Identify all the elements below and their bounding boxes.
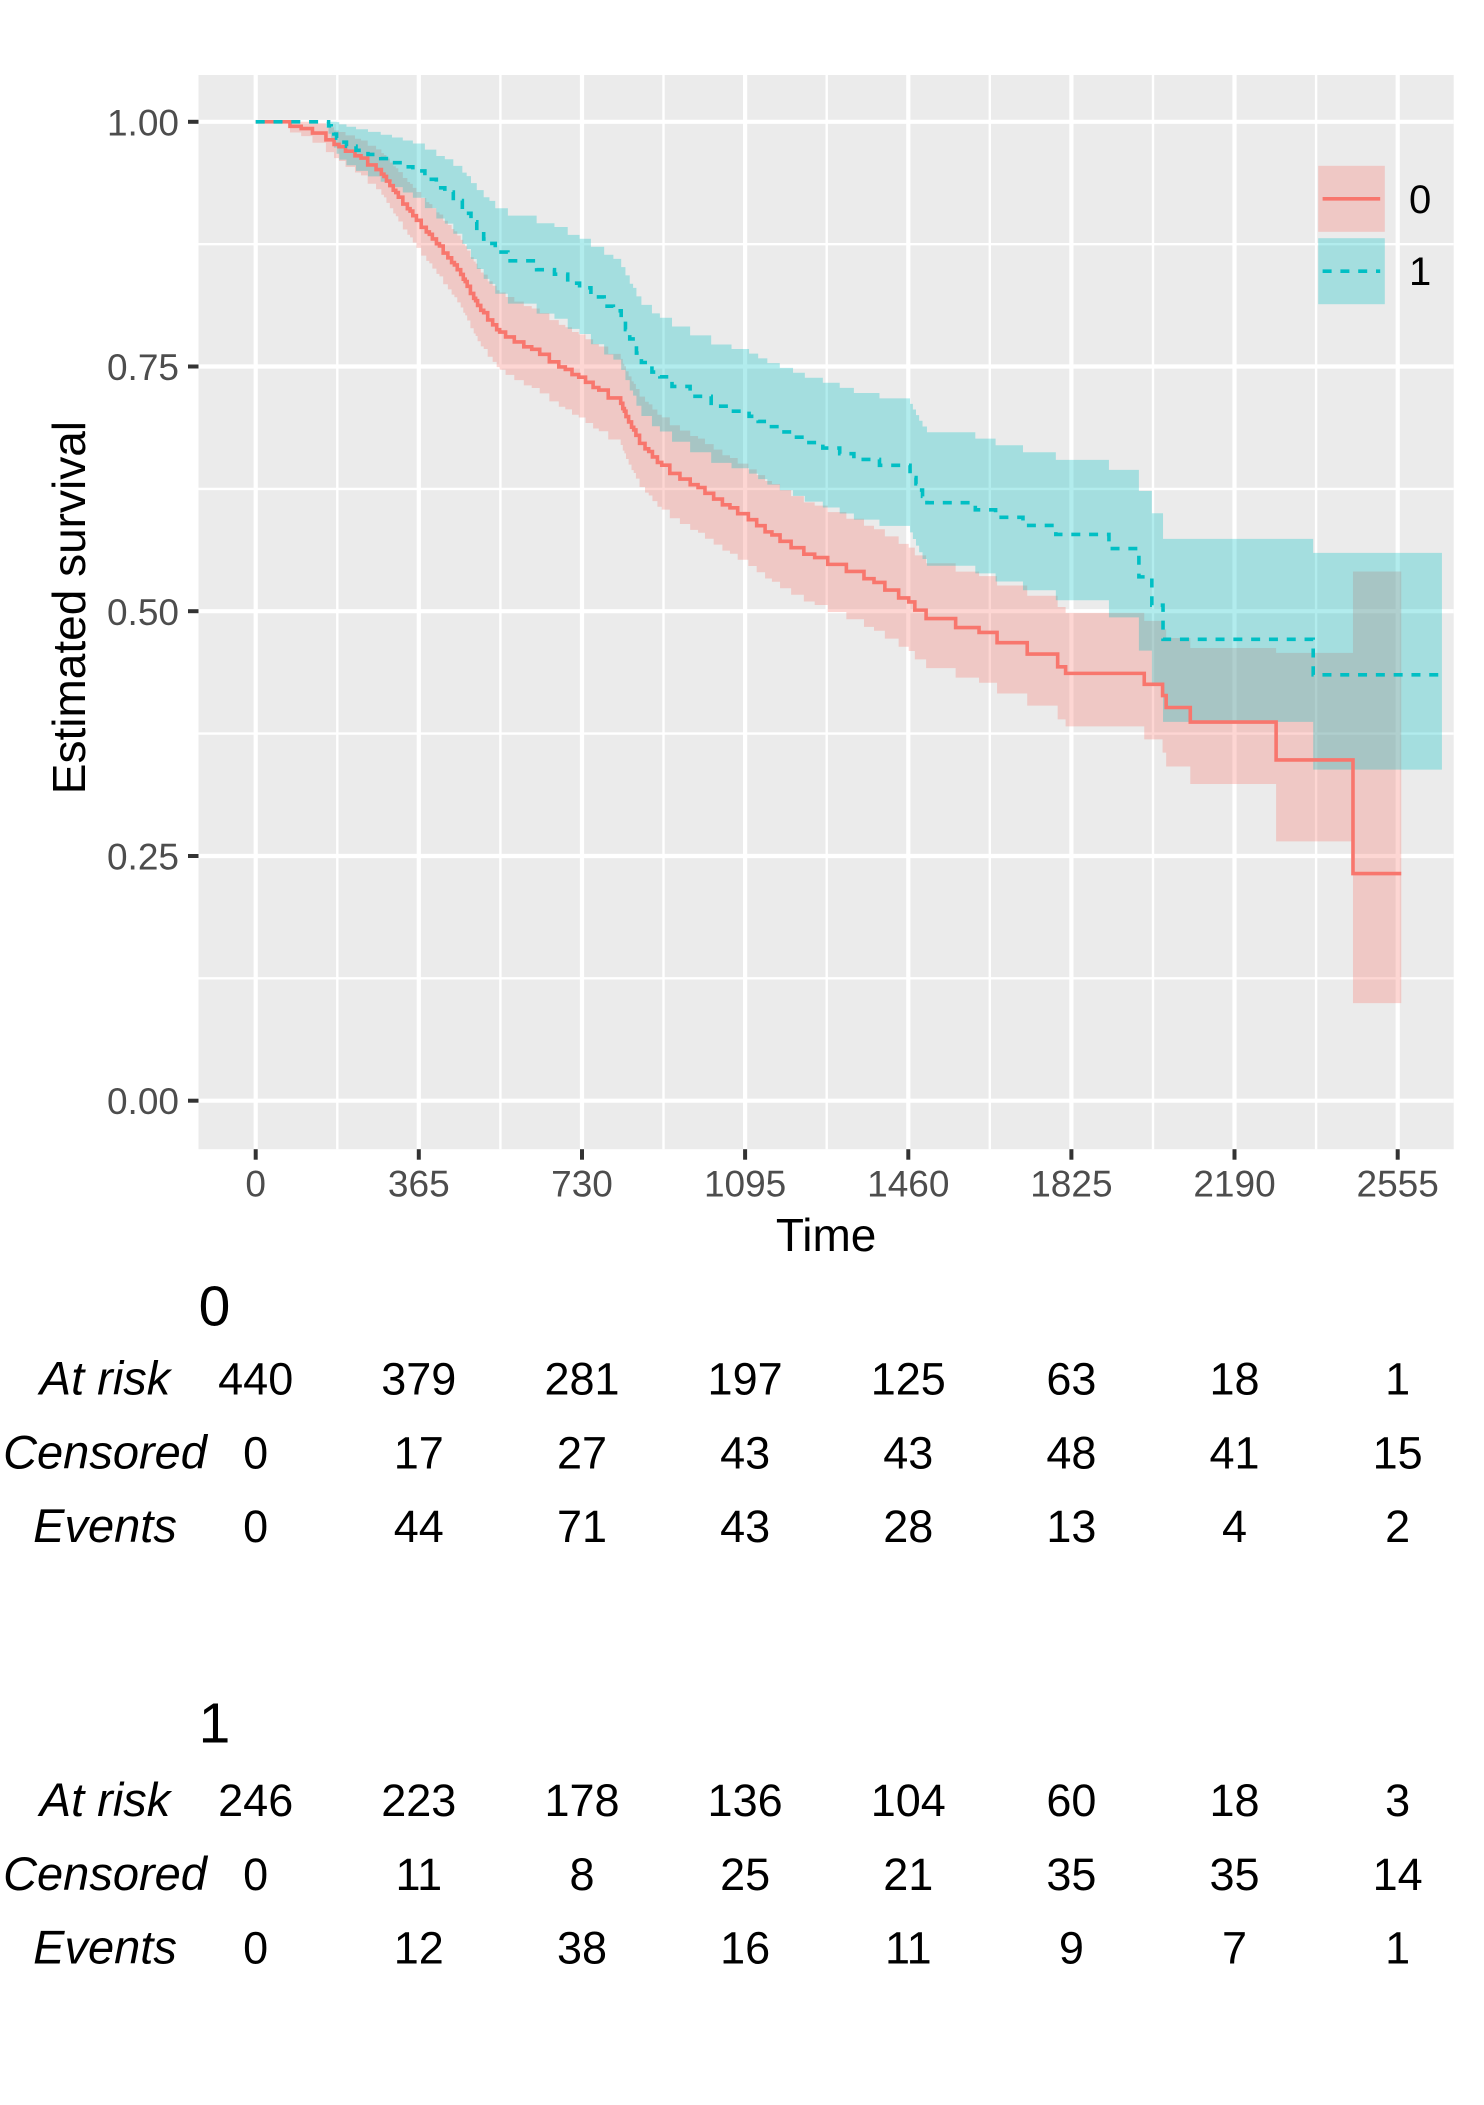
svg-text:197: 197: [708, 1354, 783, 1405]
svg-text:2: 2: [1385, 1501, 1410, 1552]
svg-text:18: 18: [1209, 1354, 1259, 1405]
svg-text:28: 28: [883, 1501, 933, 1552]
svg-text:2555: 2555: [1357, 1164, 1439, 1205]
svg-text:125: 125: [871, 1354, 946, 1405]
svg-text:21: 21: [883, 1849, 933, 1900]
svg-text:1825: 1825: [1030, 1164, 1112, 1205]
svg-text:16: 16: [720, 1923, 770, 1974]
svg-text:43: 43: [720, 1501, 770, 1552]
svg-text:0.50: 0.50: [107, 592, 179, 633]
svg-text:At risk: At risk: [37, 1773, 173, 1826]
svg-text:281: 281: [544, 1354, 619, 1405]
svg-text:136: 136: [708, 1775, 783, 1826]
svg-text:104: 104: [871, 1775, 946, 1826]
svg-text:At risk: At risk: [37, 1352, 173, 1405]
svg-text:11: 11: [395, 1849, 442, 1900]
svg-text:0.00: 0.00: [107, 1081, 179, 1122]
svg-text:0.75: 0.75: [107, 347, 179, 388]
svg-text:25: 25: [720, 1849, 770, 1900]
svg-text:Censored: Censored: [3, 1847, 209, 1900]
svg-text:1: 1: [1409, 250, 1431, 294]
svg-text:14: 14: [1373, 1849, 1423, 1900]
svg-text:35: 35: [1046, 1849, 1096, 1900]
svg-text:1.00: 1.00: [107, 102, 179, 143]
svg-text:38: 38: [557, 1923, 607, 1974]
svg-text:12: 12: [394, 1923, 444, 1974]
svg-text:43: 43: [883, 1427, 933, 1478]
svg-text:0: 0: [243, 1427, 268, 1478]
svg-text:0: 0: [243, 1849, 268, 1900]
svg-text:0: 0: [245, 1164, 266, 1205]
svg-text:730: 730: [551, 1164, 613, 1205]
svg-text:Estimated survival: Estimated survival: [43, 421, 95, 794]
svg-text:13: 13: [1046, 1501, 1096, 1552]
svg-text:17: 17: [394, 1427, 444, 1478]
svg-text:379: 379: [381, 1354, 456, 1405]
svg-text:41: 41: [1209, 1427, 1259, 1478]
svg-text:0.25: 0.25: [107, 837, 179, 878]
svg-text:3: 3: [1385, 1775, 1410, 1826]
svg-text:18: 18: [1209, 1775, 1259, 1826]
svg-text:9: 9: [1059, 1923, 1084, 1974]
svg-text:27: 27: [557, 1427, 607, 1478]
svg-text:60: 60: [1046, 1775, 1096, 1826]
svg-text:48: 48: [1046, 1427, 1096, 1478]
svg-text:223: 223: [381, 1775, 456, 1826]
svg-text:44: 44: [394, 1501, 444, 1552]
svg-text:63: 63: [1046, 1354, 1096, 1405]
svg-text:Events: Events: [33, 1499, 177, 1552]
svg-text:365: 365: [388, 1164, 450, 1205]
svg-text:0: 0: [199, 1274, 231, 1338]
svg-text:440: 440: [218, 1354, 293, 1405]
svg-text:11: 11: [885, 1923, 932, 1974]
svg-text:71: 71: [557, 1501, 607, 1552]
svg-text:1: 1: [1385, 1354, 1410, 1405]
svg-text:0: 0: [243, 1501, 268, 1552]
svg-text:7: 7: [1222, 1923, 1247, 1974]
svg-text:1: 1: [1385, 1923, 1410, 1974]
svg-text:246: 246: [218, 1775, 293, 1826]
svg-text:1: 1: [199, 1692, 231, 1756]
svg-text:0: 0: [1409, 178, 1431, 222]
svg-text:Events: Events: [33, 1921, 177, 1974]
svg-text:Censored: Censored: [3, 1425, 209, 1478]
svg-text:4: 4: [1222, 1501, 1247, 1552]
svg-text:1095: 1095: [704, 1164, 786, 1205]
svg-text:178: 178: [544, 1775, 619, 1826]
svg-text:0: 0: [243, 1923, 268, 1974]
svg-text:8: 8: [569, 1849, 594, 1900]
svg-text:15: 15: [1373, 1427, 1423, 1478]
svg-text:Time: Time: [776, 1209, 877, 1261]
svg-text:35: 35: [1209, 1849, 1259, 1900]
svg-text:2190: 2190: [1193, 1164, 1275, 1205]
svg-text:1460: 1460: [867, 1164, 949, 1205]
svg-text:43: 43: [720, 1427, 770, 1478]
